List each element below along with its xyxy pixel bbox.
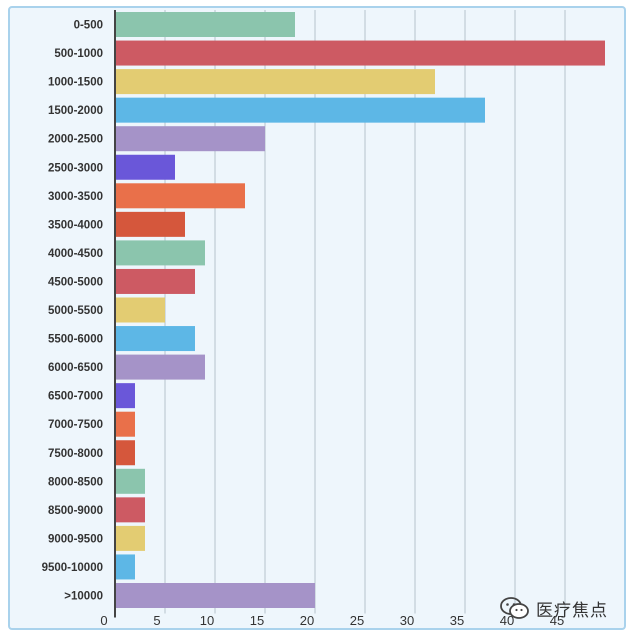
category-label: 1500-2000 xyxy=(48,105,103,117)
category-label: >10000 xyxy=(64,591,103,603)
x-tick-label: 45 xyxy=(550,613,564,628)
bar xyxy=(115,326,195,352)
category-label: 9500-10000 xyxy=(42,562,103,574)
x-tick-label: 0 xyxy=(100,613,107,628)
x-tick-label: 10 xyxy=(200,613,214,628)
x-tick-label: 35 xyxy=(450,613,464,628)
x-tick-label: 30 xyxy=(400,613,414,628)
category-labels: 0-500 500-1000 1000-1500 1500-2000 2000-2500… xyxy=(42,20,103,603)
category-label: 2000-2500 xyxy=(48,134,103,146)
x-tick-label: 5 xyxy=(153,613,160,628)
x-tick-label: 40 xyxy=(500,613,514,628)
x-tick-label: 15 xyxy=(250,613,264,628)
category-label: 5000-5500 xyxy=(48,305,103,317)
bar xyxy=(115,69,435,95)
bar xyxy=(115,240,205,266)
bar xyxy=(115,497,145,523)
category-label: 6000-6500 xyxy=(48,362,103,374)
category-label: 4500-5000 xyxy=(48,276,103,288)
bar xyxy=(115,126,265,152)
bar xyxy=(115,154,175,180)
bars-group xyxy=(115,12,605,608)
category-label: 1000-1500 xyxy=(48,77,103,89)
watermark: 医疗焦点 xyxy=(500,596,608,621)
bar xyxy=(115,583,315,608)
bar xyxy=(115,554,135,580)
category-label: 7500-8000 xyxy=(48,448,103,460)
bar xyxy=(115,183,245,209)
bar xyxy=(115,12,295,37)
category-label: 8000-8500 xyxy=(48,476,103,488)
category-label: 2500-3000 xyxy=(48,162,103,174)
bar xyxy=(115,97,485,123)
bar xyxy=(115,411,135,437)
bar xyxy=(115,383,135,409)
bar xyxy=(115,525,145,551)
bar xyxy=(115,268,195,294)
bar xyxy=(115,354,205,380)
x-tick-label: 20 xyxy=(300,613,314,628)
category-label: 3000-3500 xyxy=(48,191,103,203)
bar xyxy=(115,40,605,66)
wechat-icon xyxy=(500,596,529,619)
category-label: 5500-6000 xyxy=(48,334,103,346)
x-tick-label: 25 xyxy=(350,613,364,628)
x-tick-labels: 0 5 10 15 20 25 30 35 40 45 xyxy=(100,613,564,628)
category-label: 6500-7000 xyxy=(48,391,103,403)
category-label: 7000-7500 xyxy=(48,419,103,431)
bar xyxy=(115,211,185,237)
category-label: 4000-4500 xyxy=(48,248,103,260)
category-label: 0-500 xyxy=(74,20,103,32)
bar xyxy=(115,297,165,323)
bar xyxy=(115,468,145,494)
category-label: 500-1000 xyxy=(54,48,103,60)
category-label: 3500-4000 xyxy=(48,219,103,231)
watermark-text: 医疗焦点 xyxy=(536,601,608,621)
category-label: 8500-9000 xyxy=(48,505,103,517)
category-label: 9000-9500 xyxy=(48,533,103,545)
bar xyxy=(115,440,135,466)
